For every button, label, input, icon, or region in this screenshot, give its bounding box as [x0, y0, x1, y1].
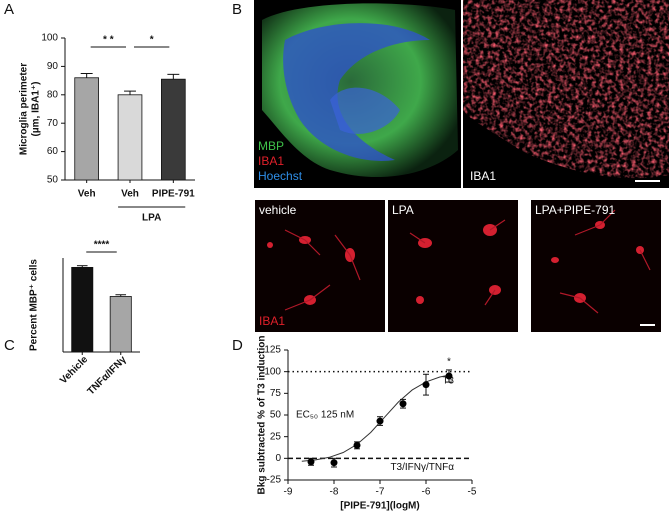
- significance-label: *: [150, 35, 154, 46]
- fit-curve: [301, 374, 450, 462]
- panel-label: C: [4, 337, 15, 354]
- panel-label: A: [4, 1, 14, 18]
- y-tick-label: 0: [275, 453, 281, 464]
- y-tick-label: 25: [270, 431, 282, 442]
- panel-label: D: [232, 337, 243, 354]
- x-tick-label: Vehicle: [58, 354, 90, 386]
- image-label: IBA1: [258, 154, 284, 168]
- overview-image: [463, 0, 669, 188]
- y-tick-label: 75: [270, 388, 282, 399]
- image-label: Hoechst: [258, 169, 303, 183]
- bar: [117, 94, 143, 181]
- image-label: MBP: [258, 139, 284, 153]
- y-tick-label: 90: [47, 61, 59, 72]
- panel-label: B: [232, 1, 242, 18]
- y-tick-label: 50: [47, 175, 59, 186]
- y-tick-label: 125: [264, 345, 281, 356]
- x-axis-label: [PIPE-791](logM): [340, 501, 419, 512]
- x-tick-label: PIPE-791: [152, 189, 195, 200]
- reference-label: T3: [442, 375, 454, 386]
- image-label: vehicle: [259, 203, 297, 217]
- data-point: [353, 441, 361, 449]
- image-label: LPA: [392, 203, 414, 217]
- overview-image: [254, 0, 461, 188]
- x-tick-label: TNFα/IFNγ: [86, 354, 129, 397]
- y-tick-label: 50: [270, 410, 282, 421]
- y-tick-label: 60: [47, 146, 59, 157]
- data-point: [330, 459, 338, 467]
- data-point: [445, 372, 453, 380]
- y-tick-label: 100: [41, 33, 58, 44]
- data-point: [399, 400, 407, 408]
- x-tick-label: -8: [330, 487, 339, 498]
- data-point: [307, 458, 315, 466]
- x-tick-label: -5: [468, 487, 477, 498]
- x-tick-label: -6: [422, 487, 431, 498]
- y-axis-label: Percent MBP⁺ cells: [29, 259, 40, 351]
- y-axis-label: Microglia perimeter: [19, 63, 30, 155]
- x-tick-label: Veh: [121, 189, 139, 200]
- reference-label: T3/IFNγ/TNFα: [390, 462, 454, 473]
- zoom-image: [531, 200, 661, 332]
- zoom-image: [255, 200, 385, 332]
- y-axis-label: (µm, IBA1⁺): [31, 82, 42, 137]
- image-label: IBA1: [470, 169, 496, 183]
- x-tick-label: Veh: [78, 189, 96, 200]
- y-tick-label: 70: [47, 118, 59, 129]
- y-axis-label: Bkg subtracted % of T3 induction: [257, 336, 268, 495]
- group-label: LPA: [142, 213, 161, 224]
- y-tick-label: -25: [267, 475, 282, 486]
- bar: [109, 296, 132, 353]
- bar: [71, 266, 94, 353]
- bar: [161, 78, 186, 181]
- y-tick-label: 80: [47, 89, 59, 100]
- image-label: IBA1: [259, 314, 285, 328]
- bar: [74, 77, 99, 181]
- zoom-image: [388, 200, 518, 332]
- x-tick-label: -7: [376, 487, 385, 498]
- x-tick-label: -9: [284, 487, 293, 498]
- significance-label: * *: [103, 35, 114, 46]
- y-tick-label: 100: [264, 366, 281, 377]
- significance-label: ****: [94, 240, 110, 251]
- significance-label: *: [447, 357, 451, 368]
- data-point: [376, 417, 384, 425]
- data-point: [422, 381, 430, 389]
- annotation: EC₅₀ 125 nM: [296, 410, 354, 421]
- image-label: LPA+PIPE-791: [535, 203, 615, 217]
